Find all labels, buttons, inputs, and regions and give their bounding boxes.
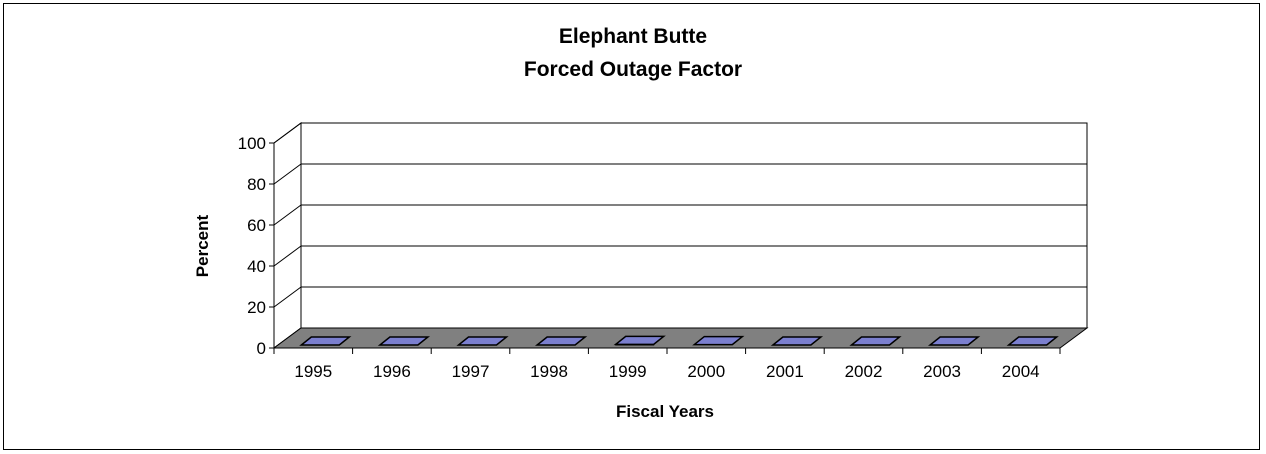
x-tick-labels: 1995 1996 1997 1998 1999 2000 2001 2002 2003 2004	[294, 362, 1039, 381]
bar	[534, 336, 588, 346]
bar	[1006, 336, 1059, 346]
gridline-diagonal	[273, 245, 302, 267]
bar-top	[849, 336, 902, 346]
x-tick-label: 1997	[452, 362, 490, 381]
chart-title: Elephant Butte	[558, 25, 708, 48]
y-tick-label: 0	[257, 339, 266, 358]
bar	[456, 336, 509, 346]
side-wall	[273, 122, 302, 349]
bar-top	[377, 336, 431, 346]
bars	[299, 335, 1059, 346]
x-axis-label: Fiscal Years	[616, 402, 714, 421]
x-tick-label: 1999	[609, 362, 647, 381]
bar-top	[927, 336, 981, 346]
y-tick-label: 80	[247, 175, 266, 194]
gridline-diagonal	[273, 286, 302, 308]
gridline-diagonal	[273, 204, 302, 226]
y-tick-label: 60	[247, 216, 266, 235]
bar-top	[770, 336, 824, 346]
x-tick-label: 2001	[766, 362, 804, 381]
y-tick-label: 20	[247, 298, 266, 317]
x-tick-label: 2000	[687, 362, 725, 381]
x-tick-label: 2003	[923, 362, 961, 381]
bar-top	[299, 336, 352, 346]
back-wall	[300, 122, 1088, 329]
bar-top	[534, 336, 588, 346]
y-tick-label: 100	[238, 134, 266, 153]
y-tick-labels: 0 20 40 60 80 100	[238, 134, 266, 358]
x-tick-label: 2004	[1002, 362, 1040, 381]
bar	[927, 336, 981, 346]
x-tick-label: 1998	[530, 362, 568, 381]
bar	[692, 335, 745, 346]
x-tick-label: 2002	[845, 362, 883, 381]
bar	[613, 335, 666, 346]
bar-top	[456, 336, 509, 346]
bar	[770, 336, 824, 346]
bar-top	[1006, 336, 1059, 346]
bar	[849, 336, 902, 346]
chart-subtitle: Forced Outage Factor	[523, 58, 743, 81]
bar-top	[692, 335, 745, 346]
x-tick-label: 1996	[373, 362, 411, 381]
gridline-diagonal	[273, 163, 302, 185]
plot-walls	[273, 122, 1088, 349]
y-tick-label: 40	[247, 257, 266, 276]
y-axis-label: Percent	[193, 214, 212, 277]
x-tick-label: 1995	[294, 362, 332, 381]
gridlines	[269, 122, 1087, 349]
bar	[377, 336, 431, 346]
gridline-diagonal	[273, 122, 302, 144]
bar-top	[613, 335, 666, 346]
bar	[299, 336, 352, 346]
